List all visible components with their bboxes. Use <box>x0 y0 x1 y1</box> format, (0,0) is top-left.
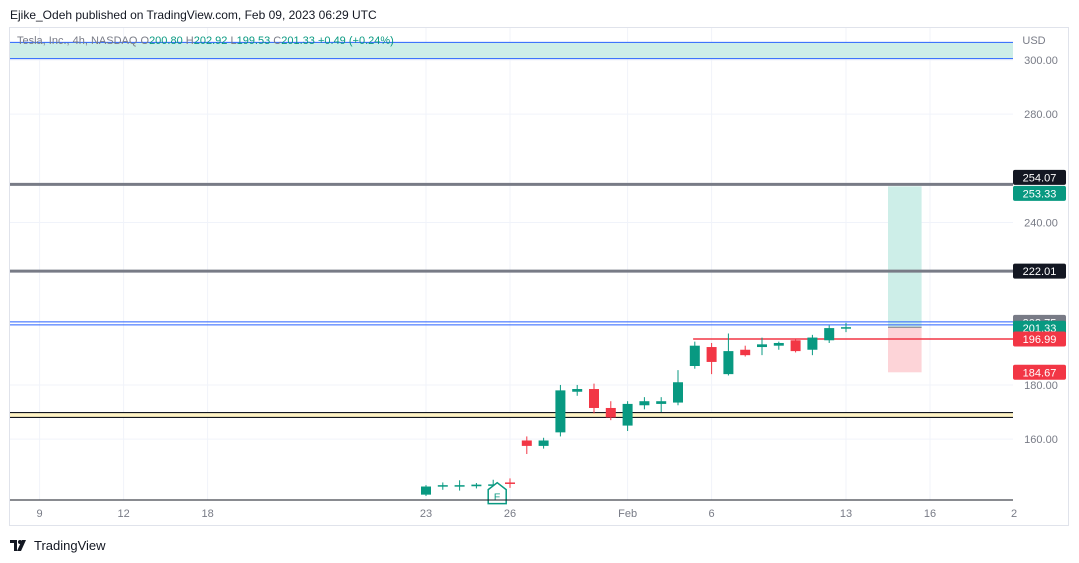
y-tick-label: 300.00 <box>1024 55 1058 67</box>
y-tick-label: 160.00 <box>1024 434 1058 446</box>
candle-body <box>454 485 465 487</box>
candle-body <box>639 401 650 406</box>
publisher-line: Ejike_Odeh published on TradingView.com,… <box>10 8 377 22</box>
candle-body <box>757 344 767 348</box>
x-tick-label: 6 <box>709 508 715 520</box>
high-key: H <box>185 35 194 47</box>
tradingview-logo[interactable]: TradingView <box>10 538 106 553</box>
candle-body <box>706 347 717 362</box>
candle-body <box>824 328 835 341</box>
x-tick-label: Feb <box>618 508 637 520</box>
price-badge <box>1013 331 1066 347</box>
y-tick-label: 280.00 <box>1024 109 1058 121</box>
support-zone <box>10 412 1013 418</box>
price-badge <box>1013 169 1066 185</box>
candle-body <box>521 440 532 446</box>
tradingview-brand: TradingView <box>34 538 106 553</box>
price-badge-label: 254.07 <box>1023 172 1057 184</box>
candle-body <box>807 337 818 350</box>
close-value: 201.33 <box>281 35 315 47</box>
candle-body <box>605 407 616 418</box>
x-tick-label: 12 <box>117 508 129 520</box>
candle-body <box>740 349 751 356</box>
price-badge <box>1013 185 1066 201</box>
change-value: +0.49 (+0.24%) <box>317 35 394 47</box>
candle-body <box>421 486 431 495</box>
x-tick-label: 2 <box>1011 508 1017 520</box>
candle-body <box>538 440 549 446</box>
x-tick-label: 26 <box>504 508 516 520</box>
open-key: O <box>140 35 150 47</box>
close-key: C <box>273 35 282 47</box>
candle-body <box>505 482 515 484</box>
earnings-marker <box>487 481 507 505</box>
candle-body <box>841 327 851 329</box>
low-value: 199.53 <box>236 35 271 47</box>
symbol-name: Tesla, Inc., 4h, NASDAQ <box>17 35 138 47</box>
price-badge-label: 184.67 <box>1023 367 1057 379</box>
candle-body <box>622 403 633 426</box>
price-badge <box>1013 263 1066 279</box>
y-tick-label: 180.00 <box>1024 380 1058 392</box>
top-zone <box>10 42 1013 59</box>
candle-body <box>689 345 700 366</box>
symbol-legend: Tesla, Inc., 4h, NASDAQ O200.80 H202.92 … <box>17 35 394 47</box>
earnings-marker-label: E <box>494 493 501 504</box>
candle-body <box>773 342 784 346</box>
price-badge-label: 196.99 <box>1023 334 1057 346</box>
position-target-zone <box>888 186 922 328</box>
currency-label: USD <box>1022 35 1045 47</box>
x-tick-label: 13 <box>840 508 852 520</box>
x-tick-label: 9 <box>37 508 43 520</box>
candle-body <box>437 485 448 487</box>
price-badge-label: 222.01 <box>1023 266 1057 278</box>
candle-body <box>572 389 583 392</box>
price-badge <box>1013 364 1066 380</box>
price-badge-label: 253.33 <box>1023 188 1057 200</box>
candle-body <box>589 389 599 408</box>
tradingview-logo-icon <box>10 539 26 551</box>
candle-body <box>471 484 482 487</box>
low-key: L <box>230 35 237 47</box>
candle-body <box>723 351 734 375</box>
x-tick-label: 18 <box>201 508 213 520</box>
x-tick-label: 16 <box>924 508 936 520</box>
candle-body <box>790 340 801 352</box>
candle-body <box>555 390 566 433</box>
position-stop-zone <box>888 327 922 373</box>
y-tick-label: 240.00 <box>1024 217 1058 229</box>
high-value: 202.92 <box>193 35 228 47</box>
candle-body <box>656 401 667 404</box>
candle-body <box>673 382 683 403</box>
open-value: 200.80 <box>149 35 183 47</box>
x-tick-label: 23 <box>420 508 432 520</box>
